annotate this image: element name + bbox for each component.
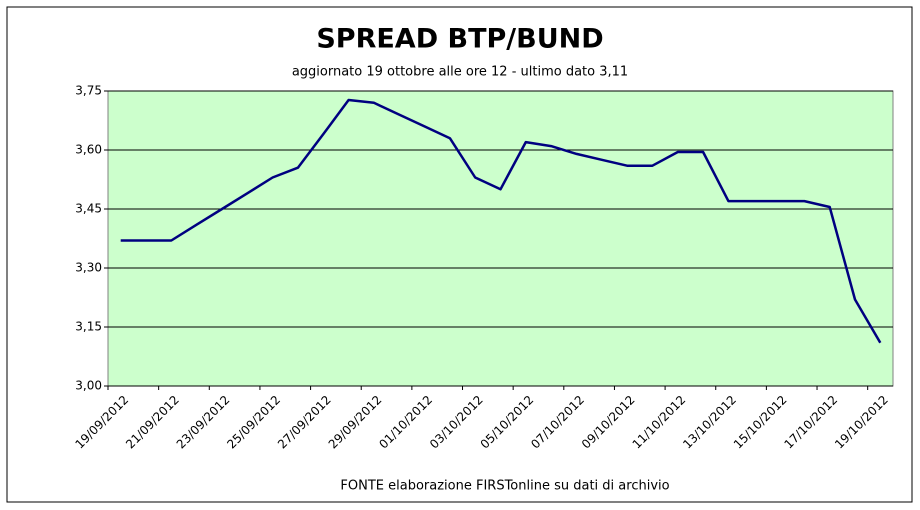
y-tick-label: 3,15	[75, 320, 102, 334]
chart-subtitle: aggiornato 19 ottobre alle ore 12 - ulti…	[292, 65, 628, 80]
y-tick-label: 3,45	[75, 202, 102, 216]
y-tick-label: 3,60	[75, 143, 102, 157]
y-tick-label: 3,75	[75, 84, 102, 98]
data-line	[120, 98, 882, 344]
chart-title: SPREAD BTP/BUND	[316, 24, 603, 55]
y-tick-label: 3,30	[75, 261, 102, 275]
source-note: FONTE elaborazione FIRSTonline su dati d…	[340, 479, 669, 494]
y-tick-label: 3,00	[75, 379, 102, 393]
plot-area	[107, 90, 894, 387]
